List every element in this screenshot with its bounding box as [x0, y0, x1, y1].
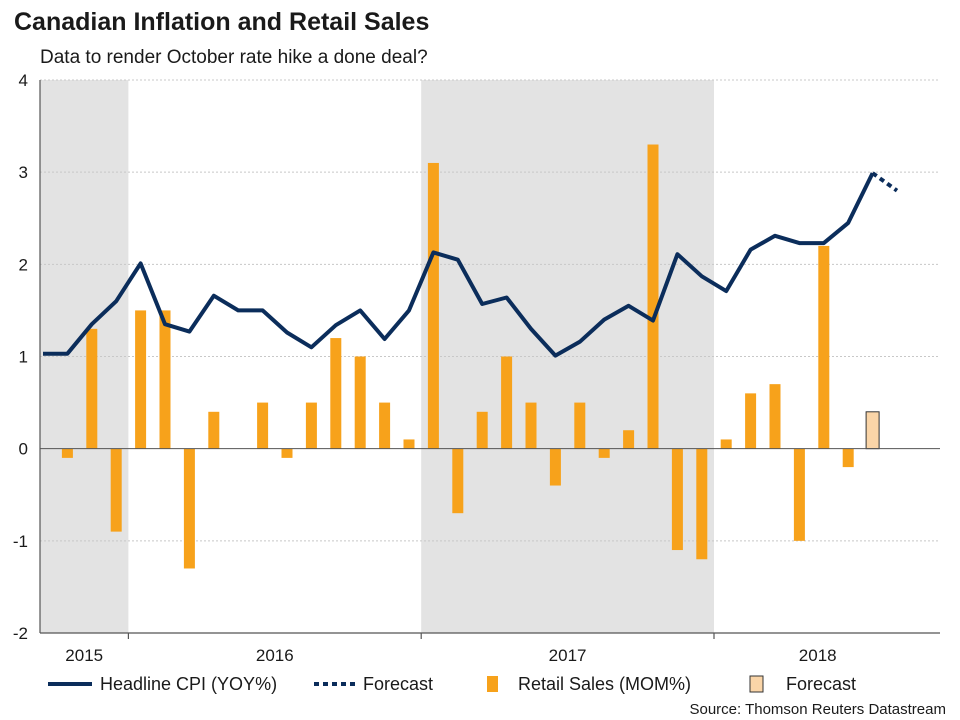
- cpi-forecast-line: [871, 171, 899, 193]
- retail-sales-bar: [671, 448, 683, 551]
- y-tick-label: -2: [13, 624, 28, 643]
- retail-sales-bar: [208, 411, 220, 449]
- retail-sales-bar: [476, 411, 488, 449]
- retail-sales-bars: [61, 144, 880, 569]
- retail-sales-bar: [86, 328, 98, 449]
- retail-sales-bar: [525, 402, 537, 449]
- legend: Headline CPI (YOY%) Forecast Retail Sale…: [48, 674, 856, 694]
- retail-sales-bar: [501, 356, 513, 449]
- retail-sales-bar: [574, 402, 586, 449]
- retail-sales-bar: [793, 448, 805, 541]
- retail-sales-bar: [305, 402, 317, 449]
- legend-retail-swatch: [487, 676, 498, 692]
- retail-sales-bar: [745, 393, 757, 449]
- retail-sales-bar: [281, 448, 293, 458]
- retail-sales-bar: [183, 448, 195, 569]
- retail-sales-bar: [61, 448, 73, 458]
- retail-sales-bar: [720, 439, 732, 449]
- source-note: Source: Thomson Reuters Datastream: [689, 701, 946, 718]
- y-tick-labels: 4 3 2 1 0 -1 -2: [13, 71, 28, 643]
- axes: [39, 80, 940, 639]
- retail-sales-bar: [842, 448, 854, 468]
- retail-sales-bar: [623, 430, 635, 449]
- x-year-labels: 2015 2016 2017 2018: [65, 646, 836, 665]
- x-year-label: 2015: [65, 646, 103, 665]
- retail-sales-bar: [354, 356, 366, 449]
- retail-sales-bar: [647, 144, 659, 449]
- retail-sales-bar: [452, 448, 464, 514]
- x-year-label: 2016: [256, 646, 294, 665]
- y-tick-label: 4: [19, 71, 28, 90]
- retail-sales-bar: [330, 338, 342, 449]
- legend-retail-forecast-label: Forecast: [786, 674, 856, 694]
- legend-cpi-forecast-label: Forecast: [363, 674, 433, 694]
- retail-sales-bar: [598, 448, 610, 458]
- x-year-label: 2018: [799, 646, 837, 665]
- retail-sales-bar: [769, 384, 781, 449]
- cpi-line-group: [43, 171, 899, 358]
- y-tick-label: 3: [19, 163, 28, 182]
- retail-sales-bar: [159, 310, 171, 449]
- retail-sales-bar: [257, 402, 269, 449]
- y-tick-label: 1: [19, 348, 28, 367]
- y-tick-label: 2: [19, 255, 28, 274]
- y-tick-label: -1: [13, 532, 28, 551]
- retail-sales-bar: [696, 448, 708, 560]
- retail-sales-bar: [403, 439, 415, 449]
- legend-retail-forecast-swatch: [749, 675, 764, 693]
- retail-sales-bar: [427, 162, 439, 449]
- y-tick-label: 0: [19, 440, 28, 459]
- cpi-line: [43, 172, 875, 358]
- retail-sales-forecast-bar: [865, 411, 880, 450]
- retail-sales-bar: [135, 310, 147, 449]
- retail-sales-bar: [379, 402, 391, 449]
- retail-sales-bar: [818, 245, 830, 449]
- legend-retail-label: Retail Sales (MOM%): [518, 674, 691, 694]
- x-year-label: 2017: [549, 646, 587, 665]
- legend-cpi-label: Headline CPI (YOY%): [100, 674, 277, 694]
- chart-title: Canadian Inflation and Retail Sales: [14, 8, 429, 36]
- retail-sales-bar: [110, 448, 122, 532]
- chart-subtitle: Data to render October rate hike a done …: [40, 47, 428, 68]
- retail-sales-bar: [549, 448, 561, 486]
